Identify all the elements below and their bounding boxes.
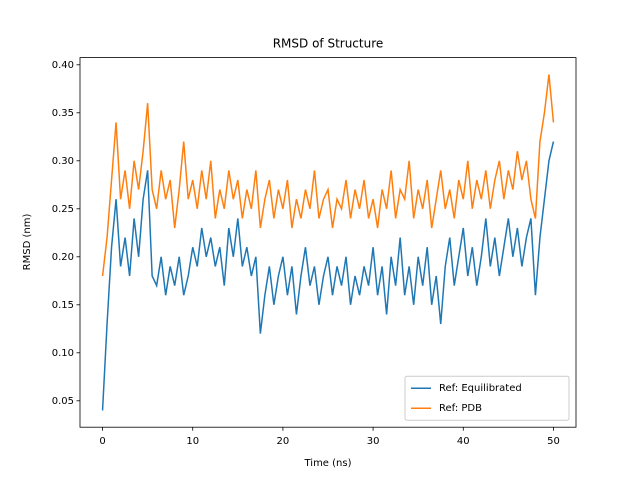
x-tick-label: 30: [367, 436, 380, 447]
x-tick-label: 10: [186, 436, 199, 447]
legend-label: Ref: Equilibrated: [439, 383, 522, 394]
y-tick-label: 0.35: [52, 108, 74, 119]
y-axis-label: RMSD (nm): [22, 214, 33, 271]
y-tick-label: 0.40: [52, 60, 74, 71]
chart-title: RMSD of Structure: [273, 37, 384, 51]
x-tick-label: 0: [99, 436, 105, 447]
data-line: [101, 74, 555, 277]
y-tick-label: 0.15: [52, 300, 74, 311]
x-tick-label: 20: [277, 436, 290, 447]
y-tick-label: 0.25: [52, 204, 74, 215]
y-tick-label: 0.20: [52, 252, 74, 263]
legend-label: Ref: PDB: [439, 403, 482, 414]
x-tick-label: 50: [547, 436, 560, 447]
y-tick-label: 0.10: [52, 348, 74, 359]
y-tick-label: 0.30: [52, 156, 74, 167]
x-axis-label: Time (ns): [303, 458, 351, 469]
x-tick-label: 40: [457, 436, 470, 447]
data-line: [101, 141, 555, 411]
axes-frame: [79, 57, 577, 428]
legend-box: [404, 375, 570, 421]
y-tick-label: 0.05: [52, 396, 74, 407]
